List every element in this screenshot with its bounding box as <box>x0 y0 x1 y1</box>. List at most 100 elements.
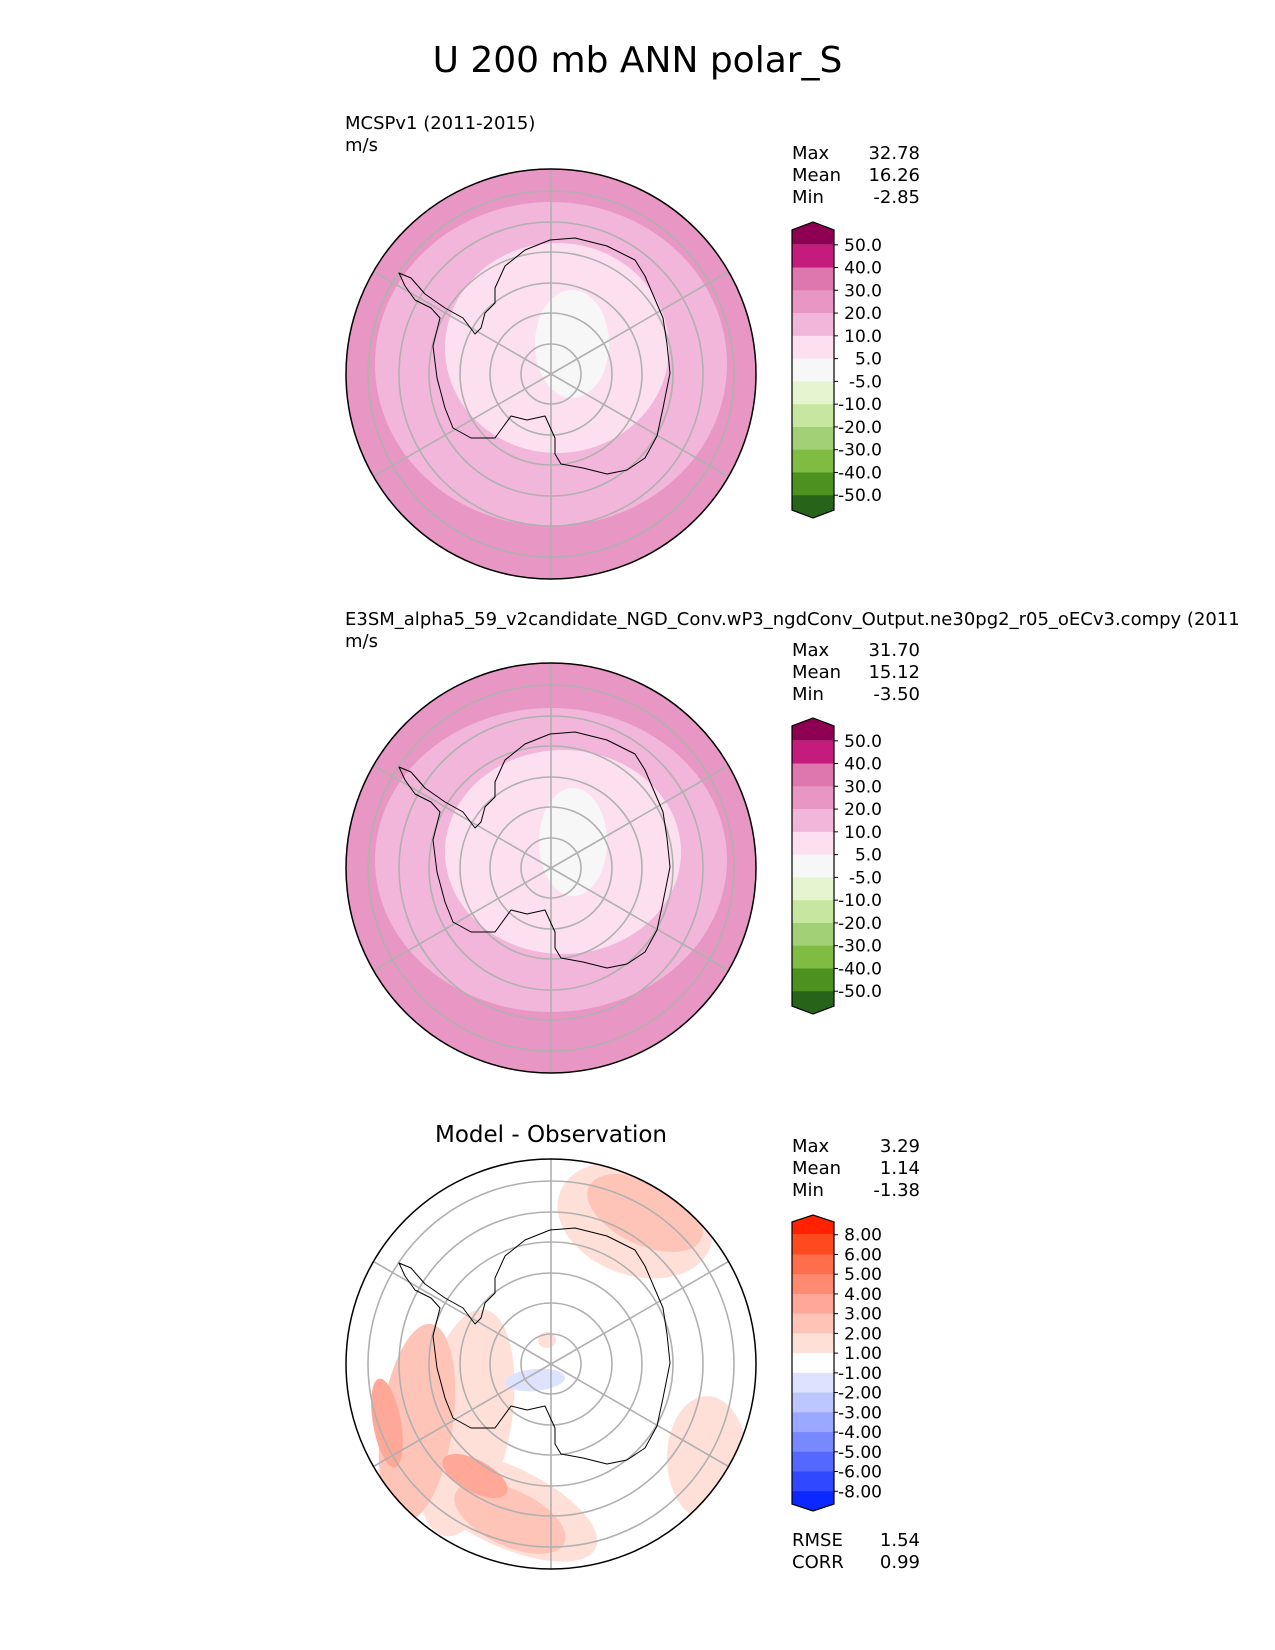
colorbar-tick-label: 20.0 <box>844 304 882 324</box>
colorbar-tick-label: 10.0 <box>844 327 882 347</box>
colorbar-tick-label: 1.00 <box>844 1344 882 1364</box>
field-blob <box>371 1378 403 1468</box>
colorbar-cell <box>792 1333 834 1354</box>
colorbar-cell <box>792 922 834 947</box>
panel-3-map <box>345 1158 757 1570</box>
colorbar-tick-label: -40.0 <box>838 959 882 979</box>
colorbar-cell <box>792 1392 834 1413</box>
stat-label: Mean <box>792 1158 842 1179</box>
stat-min: Min -1.38 <box>792 1180 920 1202</box>
colorbar-cell <box>792 809 834 833</box>
map-field <box>346 663 756 1073</box>
stat-value: 1.14 <box>879 1158 920 1179</box>
colorbar-tick-label: 5.00 <box>844 1265 882 1285</box>
panel-1-units: m/s <box>345 135 378 156</box>
colorbar-tick-label: -6.00 <box>838 1463 882 1483</box>
stat-label: Min <box>792 684 824 705</box>
figure-title: U 200 mb ANN polar_S <box>432 40 843 81</box>
colorbar-tick-label: -3.00 <box>838 1403 882 1423</box>
colorbar-tick-label: -40.0 <box>838 463 882 483</box>
stat-max: Max 32.78 <box>792 143 920 165</box>
meridian-line <box>373 764 552 869</box>
stat-value: 31.70 <box>868 640 920 661</box>
colorbar-cell <box>792 968 834 992</box>
colorbar-extend-bottom <box>792 495 834 518</box>
meridian-line <box>550 1260 729 1365</box>
panel-3-colorbar: 8.006.005.004.003.002.001.00-1.00-2.00-3… <box>791 1214 882 1512</box>
colorbar-tick-label: -4.00 <box>838 1423 882 1443</box>
panel-3-stats: Max 3.29 Mean 1.14 Min -1.38 <box>792 1136 920 1202</box>
colorbar-tick-label: -30.0 <box>838 937 882 957</box>
colorbar-tick-label: 5.0 <box>855 846 882 866</box>
antarctica-coastline <box>398 1227 671 1465</box>
colorbar-cell <box>792 877 834 901</box>
field-level-pole-region <box>539 788 607 896</box>
colorbar-tick-label: 50.0 <box>844 236 882 256</box>
colorbar-tick-label: -30.0 <box>838 441 882 461</box>
colorbar-cell <box>792 1451 834 1473</box>
colorbar-cell <box>792 358 834 382</box>
stat-label: Max <box>792 143 830 164</box>
stat-value: -3.50 <box>873 684 920 705</box>
colorbar-tick-label: 40.0 <box>844 259 882 279</box>
field-blob <box>442 1453 508 1499</box>
colorbar-cell <box>792 290 834 314</box>
map-field <box>346 1159 756 1569</box>
panel-2-units: m/s <box>345 631 378 652</box>
graticule <box>367 169 735 579</box>
colorbar-cell <box>792 313 834 337</box>
colorbar-tick-label: 50.0 <box>844 732 882 752</box>
stat-value: 32.78 <box>868 143 920 164</box>
colorbar-cell <box>792 1372 834 1394</box>
colorbar-cell <box>792 267 834 291</box>
colorbar-tick-label: 30.0 <box>844 281 882 301</box>
colorbar-cell <box>792 786 834 810</box>
meridian-line <box>373 373 552 478</box>
meridian-line <box>373 1260 552 1365</box>
field-blob <box>667 1396 747 1520</box>
stat-max: Max 3.29 <box>792 1136 920 1158</box>
colorbar-tick-label: 3.00 <box>844 1305 882 1325</box>
panel-1-colorbar: 50.0 40.030.0 20.0 10.0 5.0-5.0 -10.0 -20.0 -30… <box>791 221 882 519</box>
colorbar-extend-top <box>792 222 834 245</box>
graticule <box>367 663 735 1073</box>
panel-1-title: MCSPv1 (2011-2015) m/s <box>345 113 535 157</box>
colorbar-tick-label: -10.0 <box>838 395 882 415</box>
colorbar-tick-label: -5.0 <box>849 372 882 392</box>
panel-1-name: MCSPv1 (2011-2015) <box>345 113 536 134</box>
meridian-line <box>550 764 729 869</box>
colorbar-cell <box>792 335 834 360</box>
panel-3-metrics: RMSE 1.54 CORR 0.99 <box>792 1530 920 1574</box>
stat-mean: Mean 1.14 <box>792 1158 920 1180</box>
metric-label: RMSE <box>792 1530 843 1551</box>
meridian-line <box>373 867 552 972</box>
panel-3-title: Model - Observation <box>434 1122 668 1148</box>
meridian-line <box>373 1363 552 1468</box>
stat-label: Min <box>792 187 824 208</box>
colorbar-cell <box>792 1313 834 1334</box>
stat-value: 3.29 <box>879 1136 920 1157</box>
metric-rmse: RMSE 1.54 <box>792 1530 920 1552</box>
colorbar-cell <box>792 1353 834 1374</box>
field-level-pole-region <box>535 290 609 398</box>
colorbar-cell <box>792 381 834 405</box>
colorbar-cell <box>792 900 834 924</box>
colorbar-tick-label: -1.00 <box>838 1364 882 1384</box>
metric-value: 0.99 <box>879 1552 920 1573</box>
colorbar-tick-label: -2.00 <box>838 1384 882 1404</box>
field-level-diff--1-to--2 <box>505 1368 565 1392</box>
graticule <box>367 1159 735 1569</box>
meridian-line <box>550 373 729 478</box>
colorbar-cell <box>792 1254 834 1275</box>
stat-label: Mean <box>792 165 842 186</box>
antarctica-coastline <box>398 237 671 475</box>
panel-2-name: E3SM_alpha5_59_v2candidate_NGD_Conv.wP3_… <box>345 609 1240 630</box>
stat-label: Mean <box>792 662 842 683</box>
stat-mean: Mean 15.12 <box>792 662 920 684</box>
colorbar-tick-label: -50.0 <box>838 486 882 506</box>
panel-2-colorbar: 50.0 40.030.0 20.0 10.0 5.0-5.0 -10.0 -20.0 -30… <box>791 717 882 1015</box>
panel-2-stats: Max 31.70 Mean 15.12 Min -3.50 <box>792 640 920 706</box>
stat-label: Min <box>792 1180 824 1201</box>
colorbar-cell <box>792 1293 834 1315</box>
colorbar-tick-label: -20.0 <box>838 418 882 438</box>
